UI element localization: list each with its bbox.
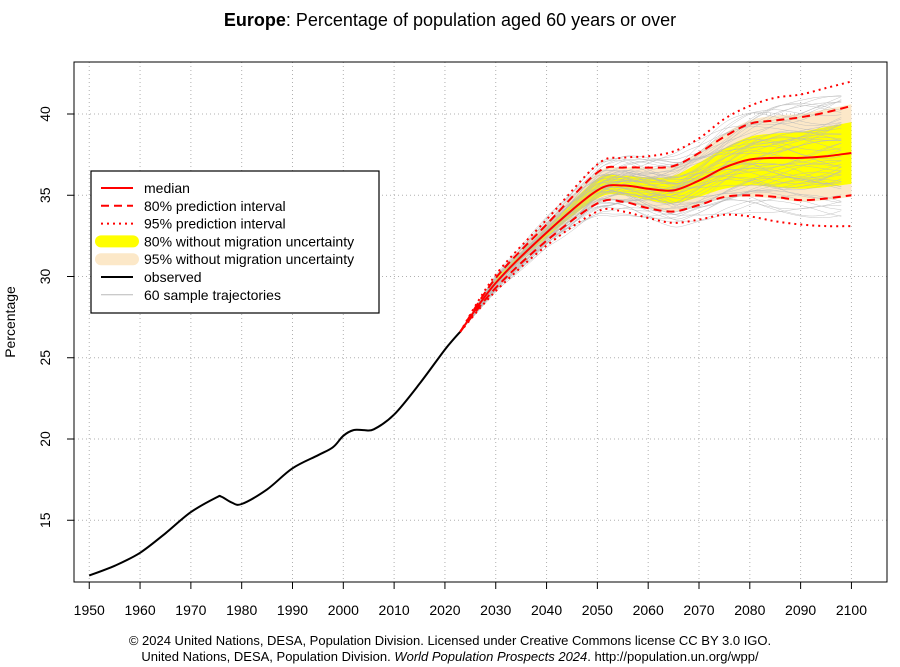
legend-label-band80: 80% without migration uncertainty [144,233,354,249]
x-tick-label: 2000 [328,602,359,618]
sample-trajectory [459,111,842,332]
y-tick-label: 35 [37,187,53,203]
legend-label-median: median [144,180,190,196]
legend: median 80% prediction interval 95% predict… [90,170,380,314]
x-tick-label: 2090 [785,602,816,618]
legend-label-band95: 95% without migration uncertainty [144,251,354,267]
citation-title: World Population Prospects 2024 [394,649,588,664]
sample-trajectory [460,177,842,332]
x-tick-label: 2060 [633,602,664,618]
citation-end: . http://population.un.org/wpp/ [587,649,759,664]
x-tick-label: 2020 [429,602,460,618]
plot-frame [73,61,888,583]
x-tick-label: 1950 [74,602,105,618]
chart-title: Europe: Percentage of population aged 60… [0,10,900,31]
sample-trajectory [460,190,842,332]
sample-trajectory [460,202,842,332]
x-tick-label: 2100 [836,602,867,618]
x-tick-label: 1960 [124,602,155,618]
copyright-line: © 2024 United Nations, DESA, Population … [128,633,772,648]
grid-lines [74,62,887,582]
sample-trajectory [459,142,842,332]
pi80-lower-line [459,194,852,333]
series-lines-layer [88,80,852,577]
trajectories-layer [459,95,842,332]
citation-line: United Nations, DESA, Population Divisio… [0,649,900,664]
x-tick-label: 2040 [531,602,562,618]
x-tick-label: 1980 [226,602,257,618]
y-axis-label: Percentage [2,286,18,358]
y-tick-label: 25 [37,350,53,366]
y-tick-label: 15 [37,512,53,528]
y-tick-label: 40 [37,106,53,122]
pi95-lower-line [459,207,852,333]
x-tick-label: 2080 [734,602,765,618]
x-tick-label: 2050 [582,602,613,618]
sample-trajectory [460,182,842,332]
sample-trajectory [460,194,842,332]
citation-start: United Nations, DESA, Population Divisio… [141,649,391,664]
y-tick-label: 20 [37,431,53,447]
band-80-area [460,122,852,332]
sample-trajectory [459,96,842,332]
sample-trajectory [460,177,842,332]
x-tick-label: 2010 [379,602,410,618]
x-tick-label: 1970 [175,602,206,618]
band-80-layer [460,122,852,332]
sample-trajectory [460,146,842,332]
y-tick-label: 30 [37,269,53,285]
sample-trajectory [459,124,842,332]
legend-box [90,170,380,314]
legend-label-pi95: 95% prediction interval [144,216,286,232]
pi80-upper-line [459,104,852,333]
observed-line [88,331,461,577]
x-tick-label: 2070 [683,602,714,618]
x-tick-label: 2030 [480,602,511,618]
median-line [459,152,852,333]
chart-title-text: : Percentage of population aged 60 years… [285,10,677,30]
chart-title-region: Europe [223,10,286,30]
legend-label-pi80: 80% prediction interval [144,198,286,214]
legend-label-traj: 60 sample trajectories [144,287,281,303]
pi95-upper-line [459,80,852,333]
axes-layer: 1950 1960 1970 1980 1990 2000 2010 2020 2030 2040… [2,61,888,618]
sample-trajectory [460,171,842,332]
legend-label-observed: observed [144,269,202,285]
x-tick-label: 1990 [277,602,308,618]
